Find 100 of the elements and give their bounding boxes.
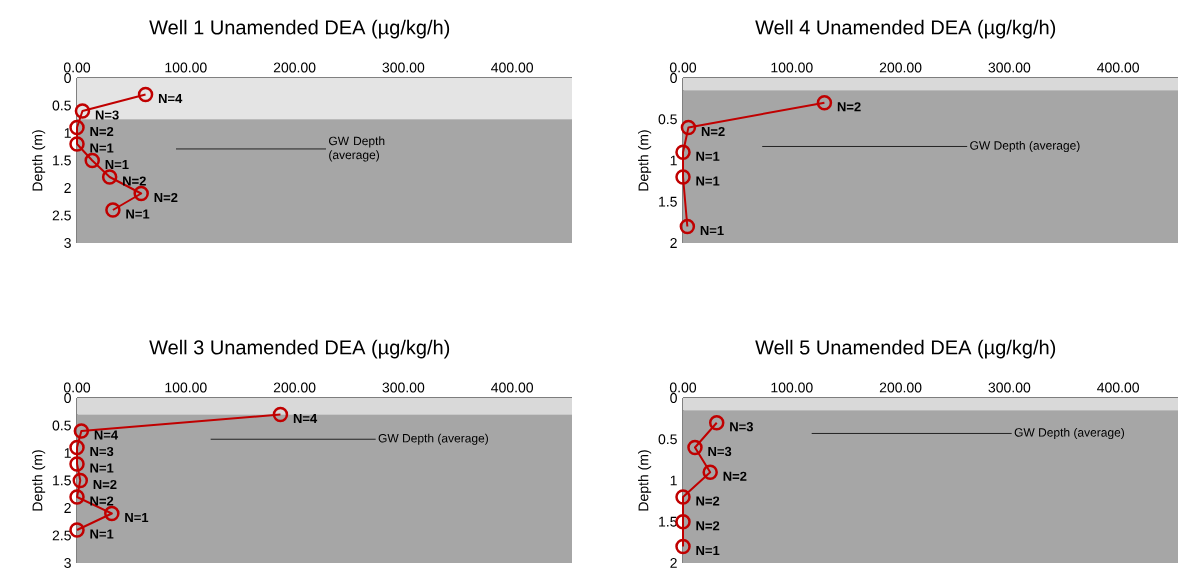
point [69,489,85,505]
annotation: N=3 [90,446,114,457]
x-tick-label: 400.00 [1097,382,1140,393]
point [72,472,89,489]
point [133,185,149,202]
y-tick-label: 0 [64,73,71,83]
chart-title: Well 5 Unamended DEA (µg/kg/h) [755,339,1056,359]
point [69,456,85,472]
chart-title: Well 1 Unamended DEA (µg/kg/h) [149,19,450,39]
chart-title: Well 4 Unamended DEA (µg/kg/h) [755,19,1056,39]
point [675,538,691,555]
x-tick-label: 300.00 [988,62,1031,73]
annotation: N=4 [293,414,318,423]
x-tick-label: 0.00 [669,382,697,393]
x-tick-label: 100.00 [165,382,207,393]
y-tick-label: 0.5 [52,100,71,111]
annotation: GW Depth (average) [970,140,1080,153]
y-tick-label: 2 [64,183,71,193]
y-tick-label: 1 [64,128,71,138]
y-tick-label: 2 [64,503,71,513]
point [105,202,121,218]
point [702,464,718,480]
x-tick-label: 100.00 [771,382,813,393]
point [675,144,691,160]
point [74,103,91,119]
x-tick-label: 100.00 [165,62,207,73]
point [69,439,85,456]
x-tick-label: 200.00 [879,62,922,73]
annotation: N=1 [90,463,114,473]
annotation: N=3 [708,446,732,457]
x-tick-label: 200.00 [879,382,922,393]
x-tick-label: 400.00 [1097,62,1140,73]
y-tick-label: 2 [670,558,677,568]
x-tick-label: 400.00 [491,382,534,393]
y-tick-label: 1.5 [659,196,677,207]
chart-title: Well 3 Unamended DEA (µg/kg/h) [149,339,450,359]
point [104,505,120,522]
point [708,414,725,431]
y-axis-title: Depth (m) [638,130,652,191]
annotation: N=1 [105,160,129,169]
y-tick-label: 2.5 [52,210,71,221]
annotation: N=2 [90,496,114,506]
y-tick-label: 2.5 [52,530,71,541]
y-tick-label: 1.5 [53,155,71,166]
annotation: N=2 [837,102,861,112]
annotation: N=3 [95,110,119,120]
annotation: N=1 [90,529,114,539]
point [675,169,691,185]
x-tick-label: 200.00 [273,62,316,73]
point [69,522,85,538]
annotation: N=1 [125,513,149,522]
annotation: N=4 [158,94,183,103]
annotation: N=4 [94,430,119,440]
annotation: N=1 [700,226,724,235]
annotation: N=1 [696,176,720,186]
annotation: N=1 [696,546,720,555]
point [679,218,696,235]
annotation: N=2 [154,192,178,203]
annotation: N=1 [126,209,150,219]
point [687,439,703,456]
annotation: N=1 [696,151,720,161]
y-tick-label: 1 [64,448,71,458]
point [84,152,100,169]
annotation: N=2 [723,471,747,481]
point [675,489,691,505]
y-tick-label: 0.5 [658,434,677,445]
annotation: N=2 [123,176,146,186]
x-tick-label: 200.00 [273,382,316,393]
annotation: N=2 [696,521,720,531]
y-axis-title: Depth (m) [32,130,46,191]
y-tick-label: 2 [670,238,677,248]
point [680,119,697,136]
x-tick-label: 0.00 [63,382,91,393]
y-axis-title: Depth (m) [638,450,652,511]
x-tick-label: 400.00 [491,62,534,73]
point [137,86,154,103]
x-tick-label: 300.00 [382,62,425,73]
y-tick-label: 0 [670,73,677,83]
point [73,423,90,439]
x-tick-label: 300.00 [382,382,425,393]
y-tick-label: 0 [64,393,71,403]
y-tick-label: 0 [670,393,677,403]
y-axis-title: Depth (m) [32,450,46,511]
y-tick-label: 1 [670,155,677,166]
annotation: GW Depth (average) [329,136,385,162]
x-tick-label: 0.00 [63,62,91,73]
point [272,406,289,423]
point [675,513,691,530]
point [101,169,118,185]
annotation: GW Depth (average) [378,433,488,445]
annotation: N=2 [701,126,725,137]
x-tick-label: 100.00 [771,62,813,73]
annotation: N=2 [90,126,114,137]
point [69,119,85,136]
point [816,94,833,111]
y-tick-label: 1 [670,475,677,486]
y-tick-label: 3 [64,238,71,248]
annotation: GW Depth (average) [1014,427,1125,440]
y-tick-label: 3 [64,558,71,568]
x-tick-label: 0.00 [669,62,697,73]
